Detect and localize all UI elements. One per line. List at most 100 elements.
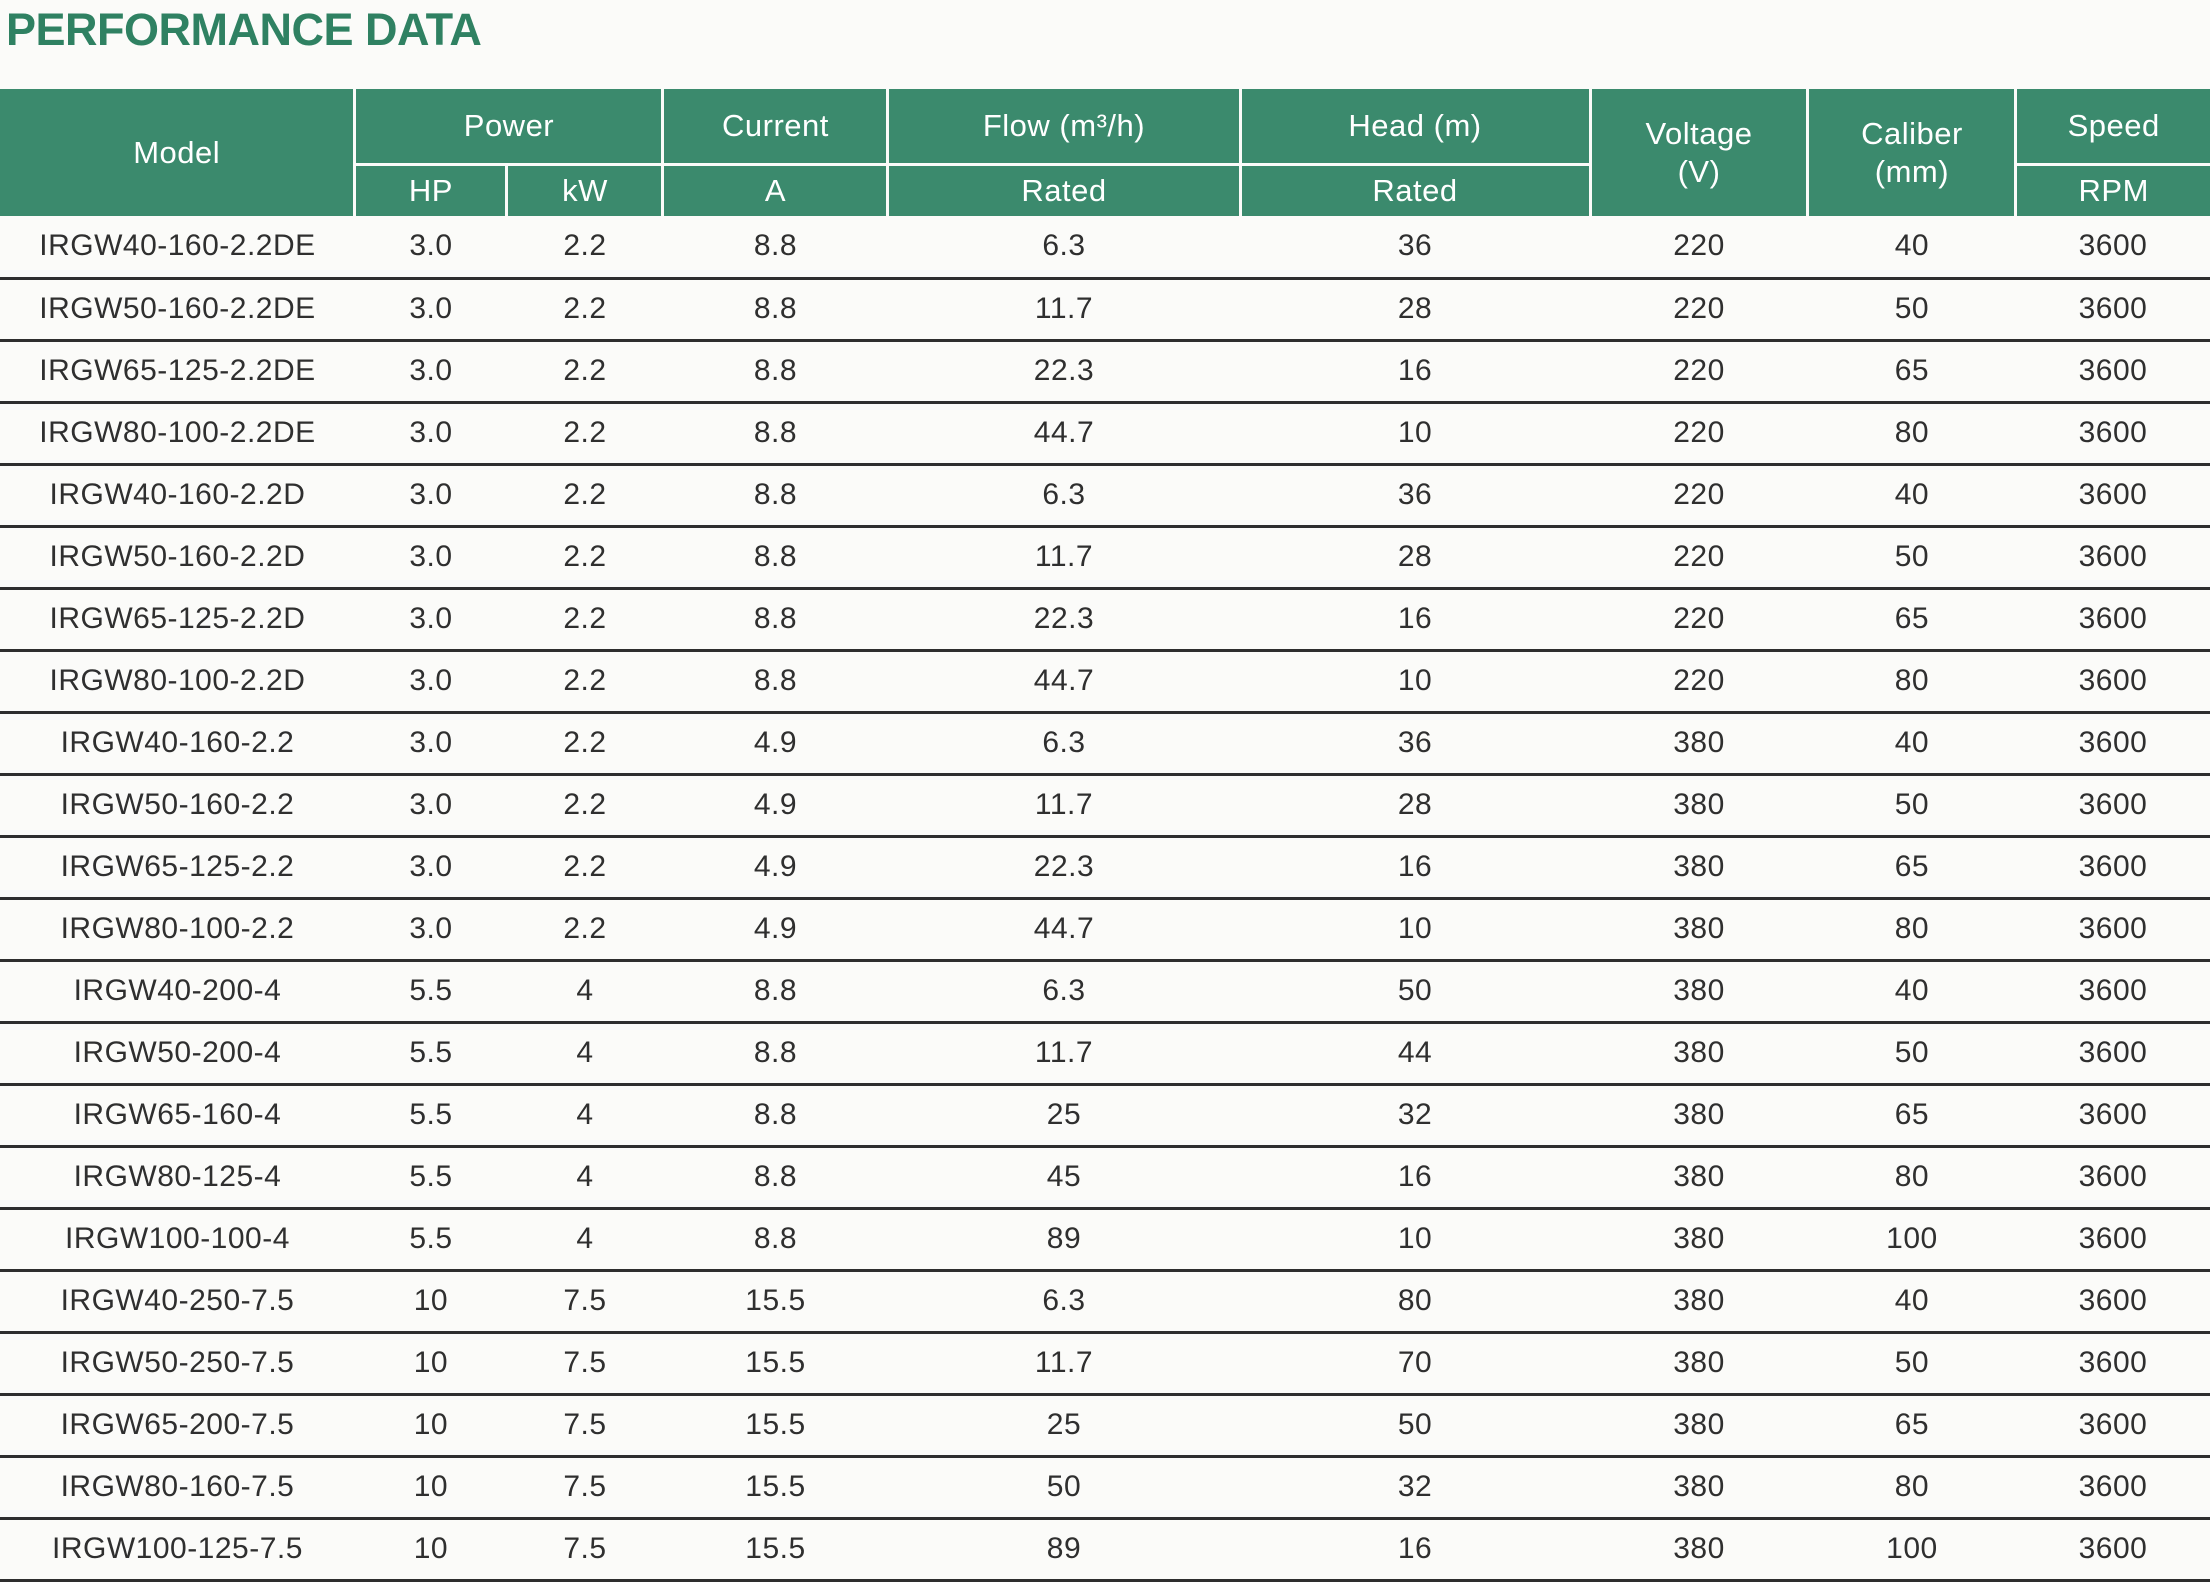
cell-flow-rated: 25	[887, 1394, 1240, 1458]
cell-flow-rated: 6.3	[887, 216, 1240, 280]
cell-power-hp: 5.5	[354, 1022, 507, 1086]
cell-current-a: 15.5	[662, 1518, 888, 1582]
cell-model: IRGW50-160-2.2DE	[0, 278, 355, 342]
cell-model: IRGW80-100-2.2DE	[0, 402, 355, 466]
subheader-flow-rated: Rated	[886, 162, 1240, 216]
subheader-hp: HP	[353, 162, 507, 216]
header-caliber-line2: (mm)	[1874, 153, 1950, 189]
cell-power-kw: 4	[506, 1146, 663, 1210]
table-row: IRGW50-200-4 5.5 4 8.8 11.7 44 380 50 3600	[0, 1022, 2210, 1086]
cell-current-a: 4.9	[662, 836, 888, 900]
header-caliber: Caliber (mm)	[1806, 89, 2016, 216]
cell-model: IRGW80-125-4	[0, 1146, 355, 1210]
cell-current-a: 8.8	[662, 340, 888, 404]
cell-model: IRGW80-160-7.5	[0, 1456, 355, 1520]
cell-speed: 3600	[2015, 774, 2210, 838]
cell-voltage: 380	[1590, 1208, 1808, 1272]
cell-head-rated: 16	[1240, 1518, 1591, 1582]
cell-voltage: 220	[1590, 464, 1808, 528]
table-row: IRGW80-125-4 5.5 4 8.8 45 16 380 80 3600	[0, 1146, 2210, 1210]
cell-power-kw: 2.2	[506, 712, 663, 776]
cell-voltage: 380	[1590, 1456, 1808, 1520]
cell-power-kw: 4	[506, 1208, 663, 1272]
cell-flow-rated: 11.7	[887, 1022, 1240, 1086]
cell-power-hp: 10	[354, 1518, 507, 1582]
cell-power-hp: 3.0	[354, 650, 507, 714]
table-row: IRGW50-160-2.2DE 3.0 2.2 8.8 11.7 28 220 50 3600	[0, 278, 2210, 342]
cell-flow-rated: 11.7	[887, 526, 1240, 590]
cell-current-a: 8.8	[662, 1022, 888, 1086]
cell-current-a: 4.9	[662, 712, 888, 776]
page-title: PERFORMANCE DATA	[6, 4, 482, 55]
cell-caliber: 65	[1807, 588, 2016, 652]
cell-caliber: 80	[1807, 402, 2016, 466]
table-row: IRGW65-160-4 5.5 4 8.8 25 32 380 65 3600	[0, 1084, 2210, 1148]
cell-power-kw: 4	[506, 1022, 663, 1086]
table-row: IRGW65-125-2.2 3.0 2.2 4.9 22.3 16 380 65 3600	[0, 836, 2210, 900]
cell-power-kw: 7.5	[506, 1270, 663, 1334]
cell-power-kw: 7.5	[506, 1518, 663, 1582]
header-flow: Flow (m³/h)	[886, 89, 1240, 164]
cell-current-a: 15.5	[662, 1270, 888, 1334]
cell-current-a: 15.5	[662, 1456, 888, 1520]
table-row: IRGW50-160-2.2D 3.0 2.2 8.8 11.7 28 220 50 3600	[0, 526, 2210, 590]
cell-power-hp: 10	[354, 1332, 507, 1396]
cell-flow-rated: 22.3	[887, 836, 1240, 900]
cell-flow-rated: 44.7	[887, 898, 1240, 962]
cell-model: IRGW50-160-2.2D	[0, 526, 355, 590]
cell-power-hp: 3.0	[354, 712, 507, 776]
cell-power-hp: 3.0	[354, 836, 507, 900]
cell-model: IRGW65-125-2.2D	[0, 588, 355, 652]
cell-voltage: 220	[1590, 526, 1808, 590]
cell-speed: 3600	[2015, 1332, 2210, 1396]
cell-voltage: 380	[1590, 1518, 1808, 1582]
cell-flow-rated: 11.7	[887, 278, 1240, 342]
cell-flow-rated: 6.3	[887, 464, 1240, 528]
cell-speed: 3600	[2015, 1146, 2210, 1210]
cell-current-a: 8.8	[662, 402, 888, 466]
cell-speed: 3600	[2015, 278, 2210, 342]
subheader-speed-rpm: RPM	[2014, 162, 2210, 216]
cell-flow-rated: 11.7	[887, 1332, 1240, 1396]
cell-voltage: 380	[1590, 1270, 1808, 1334]
cell-caliber: 80	[1807, 1146, 2016, 1210]
cell-model: IRGW65-200-7.5	[0, 1394, 355, 1458]
cell-head-rated: 16	[1240, 1146, 1591, 1210]
cell-power-hp: 10	[354, 1456, 507, 1520]
header-model: Model	[0, 89, 355, 216]
cell-caliber: 50	[1807, 526, 2016, 590]
header-caliber-line1: Caliber	[1861, 115, 1963, 151]
cell-voltage: 380	[1590, 1084, 1808, 1148]
cell-speed: 3600	[2015, 1518, 2210, 1582]
subheader-kw: kW	[505, 162, 663, 216]
cell-power-kw: 2.2	[506, 464, 663, 528]
cell-power-kw: 7.5	[506, 1456, 663, 1520]
cell-power-kw: 2.2	[506, 588, 663, 652]
cell-speed: 3600	[2015, 836, 2210, 900]
cell-model: IRGW40-200-4	[0, 960, 355, 1024]
cell-head-rated: 16	[1240, 588, 1591, 652]
cell-current-a: 8.8	[662, 1084, 888, 1148]
table-row: IRGW65-125-2.2DE 3.0 2.2 8.8 22.3 16 220 65 3600	[0, 340, 2210, 404]
cell-model: IRGW100-100-4	[0, 1208, 355, 1272]
table-row: IRGW40-160-2.2DE 3.0 2.2 8.8 6.3 36 220 40 3600	[0, 216, 2210, 280]
cell-head-rated: 10	[1240, 650, 1591, 714]
header-power: Power	[353, 89, 663, 164]
table-row: IRGW50-250-7.5 10 7.5 15.5 11.7 70 380 50 3600	[0, 1332, 2210, 1396]
cell-current-a: 8.8	[662, 960, 888, 1024]
cell-head-rated: 16	[1240, 340, 1591, 404]
cell-flow-rated: 50	[887, 1456, 1240, 1520]
cell-current-a: 15.5	[662, 1332, 888, 1396]
cell-caliber: 80	[1807, 898, 2016, 962]
cell-caliber: 65	[1807, 1084, 2016, 1148]
header-head: Head (m)	[1238, 89, 1591, 164]
cell-head-rated: 80	[1240, 1270, 1591, 1334]
cell-head-rated: 50	[1240, 1394, 1591, 1458]
cell-caliber: 65	[1807, 1394, 2016, 1458]
cell-model: IRGW40-160-2.2DE	[0, 216, 355, 280]
cell-speed: 3600	[2015, 898, 2210, 962]
cell-speed: 3600	[2015, 588, 2210, 652]
cell-voltage: 380	[1590, 1332, 1808, 1396]
cell-power-hp: 3.0	[354, 526, 507, 590]
cell-speed: 3600	[2015, 1456, 2210, 1520]
